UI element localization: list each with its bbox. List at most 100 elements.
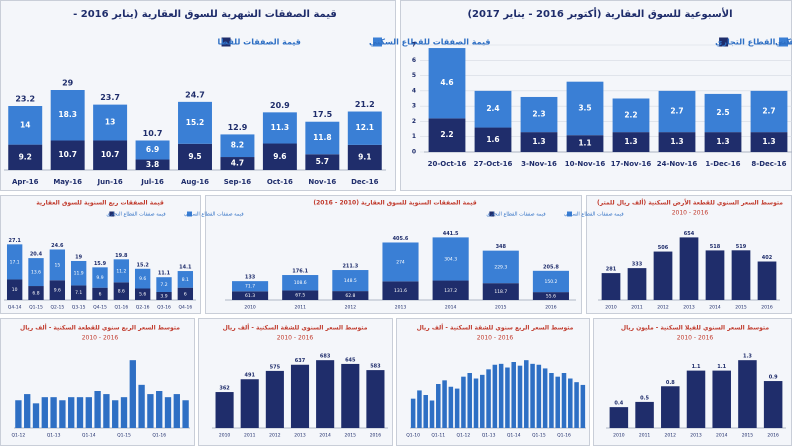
data-label: 637 xyxy=(295,358,306,364)
legend-label: قيمة صفقات القطاع التجاري xyxy=(106,212,166,218)
bar-segment xyxy=(347,111,382,145)
data-label: 6.8 xyxy=(32,291,39,297)
bar-segment xyxy=(382,281,419,300)
bar xyxy=(417,390,422,428)
chart-subtitle: 2010 - 2016 xyxy=(677,335,714,342)
bar xyxy=(486,369,491,428)
bar xyxy=(580,384,586,428)
total-label: 29 xyxy=(62,79,74,88)
data-label: 0.4 xyxy=(614,401,623,407)
x-tick-label: 17-Nov-16 xyxy=(611,160,652,168)
data-label: 583 xyxy=(370,364,381,370)
data-label: 2.2 xyxy=(440,130,453,139)
bar-segment xyxy=(93,140,128,170)
x-tick-label: 2010 xyxy=(605,305,617,311)
chart-title: قيمة الصفقات الشهرية للسوق العقارية (ينا… xyxy=(73,9,337,20)
x-tick-label: 2014 xyxy=(716,433,728,439)
bar-segment xyxy=(520,96,558,133)
bar-segment xyxy=(220,134,255,158)
data-label: 17.1 xyxy=(10,259,20,265)
x-tick-label: 3-Nov-16 xyxy=(521,160,557,168)
data-label: 67.5 xyxy=(295,293,305,299)
x-tick-label: 2014 xyxy=(445,305,457,311)
total-label: 24.7 xyxy=(185,90,205,99)
legend-label: قيمة صفقات القطاع السكني xyxy=(564,212,624,218)
legend-swatch xyxy=(187,211,192,217)
bar xyxy=(316,360,335,428)
bar xyxy=(561,373,567,428)
bar-segment xyxy=(156,291,172,300)
bar xyxy=(240,379,259,428)
bar-segment xyxy=(282,275,319,291)
bar-segment xyxy=(92,287,108,300)
x-tick-label: Nov-16 xyxy=(308,178,336,186)
bar-segment xyxy=(177,271,194,288)
data-label: 2.4 xyxy=(486,104,499,113)
total-label: 15.2 xyxy=(136,262,149,268)
legend-swatch xyxy=(221,37,231,47)
total-label: 441.5 xyxy=(443,231,459,237)
x-tick-label: Oct-16 xyxy=(267,178,293,186)
bar-segment xyxy=(262,112,297,144)
data-label: 11.8 xyxy=(313,133,332,142)
x-tick-label: 2013 xyxy=(690,433,702,439)
bar-segment xyxy=(347,144,382,170)
y-tick-label: 3 xyxy=(412,103,416,110)
bar xyxy=(627,268,647,300)
data-label: 10.7 xyxy=(101,150,120,159)
x-tick-label: 2011 xyxy=(631,305,643,311)
data-label: 18.3 xyxy=(58,110,77,119)
data-label: 62.8 xyxy=(345,293,355,299)
bar xyxy=(635,401,654,428)
bar xyxy=(129,360,136,428)
bar-segment xyxy=(482,250,519,284)
data-label: 229.3 xyxy=(494,264,507,270)
x-tick-label: Q2-16 xyxy=(136,305,150,311)
legend-swatch xyxy=(373,37,382,47)
x-tick-label: 2013 xyxy=(395,305,407,311)
bar xyxy=(530,363,535,428)
data-label: 55.6 xyxy=(546,294,556,300)
data-label: 506 xyxy=(658,245,669,251)
bar xyxy=(164,397,172,428)
bar-segment xyxy=(113,259,130,283)
bar xyxy=(76,397,84,428)
x-tick-label: 20-Oct-16 xyxy=(428,160,467,168)
data-label: 7.2 xyxy=(160,282,167,288)
x-tick-label: Q1-12 xyxy=(12,433,26,439)
bar xyxy=(467,373,472,428)
bar xyxy=(103,394,110,428)
bar xyxy=(549,373,554,428)
bar-segment xyxy=(532,270,569,293)
bar xyxy=(156,391,163,428)
bar xyxy=(454,388,460,428)
data-label: 9.6 xyxy=(139,276,146,282)
bar-segment xyxy=(432,237,469,281)
data-label: 274 xyxy=(396,259,405,265)
data-label: 645 xyxy=(345,357,356,363)
data-label: 10 xyxy=(12,287,18,293)
bar xyxy=(517,365,523,428)
bar-segment xyxy=(50,90,85,141)
data-label: 1.1 xyxy=(717,364,726,370)
total-label: 14.1 xyxy=(179,265,192,271)
x-tick-label: Q3-16 xyxy=(157,305,171,311)
bar xyxy=(410,398,416,428)
bar-segment xyxy=(50,140,85,170)
bar xyxy=(524,360,529,428)
bar xyxy=(542,368,548,428)
data-label: 2.5 xyxy=(716,108,729,117)
bar xyxy=(555,376,560,428)
bar xyxy=(498,363,504,428)
data-label: 1.3 xyxy=(532,137,545,146)
data-label: 5.6 xyxy=(139,292,146,298)
chart-title: متوسط السعر السنوي للقطعة الأرض السكنية … xyxy=(597,199,783,207)
x-tick-label: Q4-14 xyxy=(8,305,22,311)
data-label: 3.9 xyxy=(160,293,167,299)
x-tick-label: Q1-13 xyxy=(47,433,61,439)
x-tick-label: 1-Dec-16 xyxy=(705,160,740,168)
bar-segment xyxy=(134,268,151,289)
data-label: 1.3 xyxy=(743,354,752,360)
data-label: 3.5 xyxy=(578,103,591,112)
